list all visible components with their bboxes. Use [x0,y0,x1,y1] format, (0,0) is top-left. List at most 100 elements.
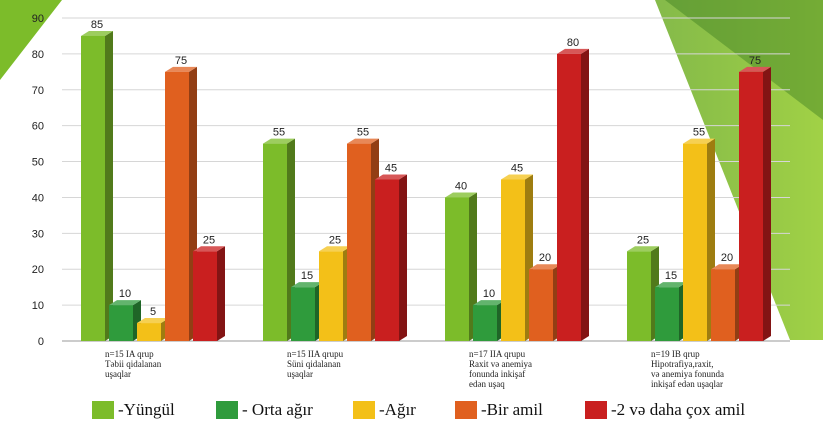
legend-label: - Orta ağır [242,400,313,419]
bar-top [263,138,295,144]
y-tick-label: 80 [32,49,44,61]
bar-front [375,179,399,341]
bar [347,138,379,341]
bar [683,138,715,341]
legend-swatch [585,401,607,419]
y-tick-label: 50 [32,157,44,169]
bar-front [319,251,343,341]
bar-top [739,66,771,72]
y-tick-label: 10 [32,300,44,312]
legend-swatch [455,401,477,419]
bar-front [557,53,581,342]
data-label: 45 [511,163,523,175]
bar-top [711,264,743,270]
bar-front [739,71,763,341]
bar-top [473,300,505,306]
bar-side [763,66,771,341]
bar-front [347,143,371,341]
category-label: n=15 IIA qrupu [287,349,344,359]
bar [81,30,113,341]
data-label: 85 [91,19,103,31]
bar-top [557,48,589,54]
bar-front [81,35,105,341]
bar-side [217,246,225,341]
bar [137,318,169,341]
legend-item: -Yüngül [92,398,175,422]
data-label: 10 [119,288,131,300]
bar-side [581,48,589,342]
legend-swatch [216,401,238,419]
bar [193,246,225,341]
category-label: və anemiya fonunda [651,369,724,379]
category-label: n=17 IIA qrupu [469,349,526,359]
data-label: 45 [385,163,397,175]
legend-item: -Bir amil [455,398,543,422]
bar [501,174,533,341]
background-shape-left [0,0,62,80]
bar-front [109,305,133,341]
bar-top [445,192,477,198]
bar-side [105,30,113,341]
bar-top [109,300,141,306]
bar-top [193,246,225,252]
bar [711,264,743,341]
bar [529,264,561,341]
legend-item: - Orta ağır [216,398,313,422]
category-label: Hipotrafiya,raxit, [651,359,713,369]
legend-swatch [353,401,375,419]
data-label: 5 [150,306,156,318]
bar-front [291,287,315,341]
category-label: uşaqlar [287,369,313,379]
bar-top [347,138,379,144]
bar-front [627,251,651,341]
data-label: 75 [175,55,187,67]
bar-side [399,174,407,341]
bar-front [655,287,679,341]
category-label: n=19 IB qrup [651,349,700,359]
category-label: inkişaf edən uşaqlar [651,379,723,389]
bar [739,66,771,341]
bars [81,30,771,342]
bar-front [529,269,553,341]
data-label: 20 [539,252,551,264]
category-label: edən uşaq [469,379,505,389]
category-label: Süni qidalanan [287,359,341,369]
y-tick-label: 30 [32,228,44,240]
y-tick-label: 60 [32,121,44,133]
y-tick-label: 20 [32,264,44,276]
category-label: Raxit və anemiya [469,359,532,369]
bar-front [711,269,735,341]
data-label: 15 [301,270,313,282]
bar [291,282,323,341]
y-tick-label: 70 [32,85,44,97]
bar [319,246,351,341]
category-label: n=15 IA qrup [105,349,154,359]
bar-top [627,246,659,252]
bar-front [683,143,707,341]
bar-top [291,282,323,288]
data-label: 20 [721,252,733,264]
data-label: 25 [203,234,215,246]
data-label: 25 [329,234,341,246]
bar-front [165,71,189,341]
bar [473,300,505,341]
category-label: fonunda inkişaf [469,369,525,379]
data-label: 15 [665,270,677,282]
data-label: 55 [693,127,705,139]
legend-label: -Bir amil [481,400,543,419]
bar [557,48,589,342]
bar [445,192,477,341]
bar-front [137,323,161,341]
bar [375,174,407,341]
bar-front [193,251,217,341]
y-tick-label: 0 [38,336,44,348]
bar-top [165,66,197,72]
category-label: Təbii qidalanan [105,359,162,369]
bar-top [683,138,715,144]
bar [655,282,687,341]
data-label: 55 [273,127,285,139]
legend-label: -Yüngül [118,400,175,419]
y-tick-label: 40 [32,192,44,204]
data-label: 25 [637,234,649,246]
